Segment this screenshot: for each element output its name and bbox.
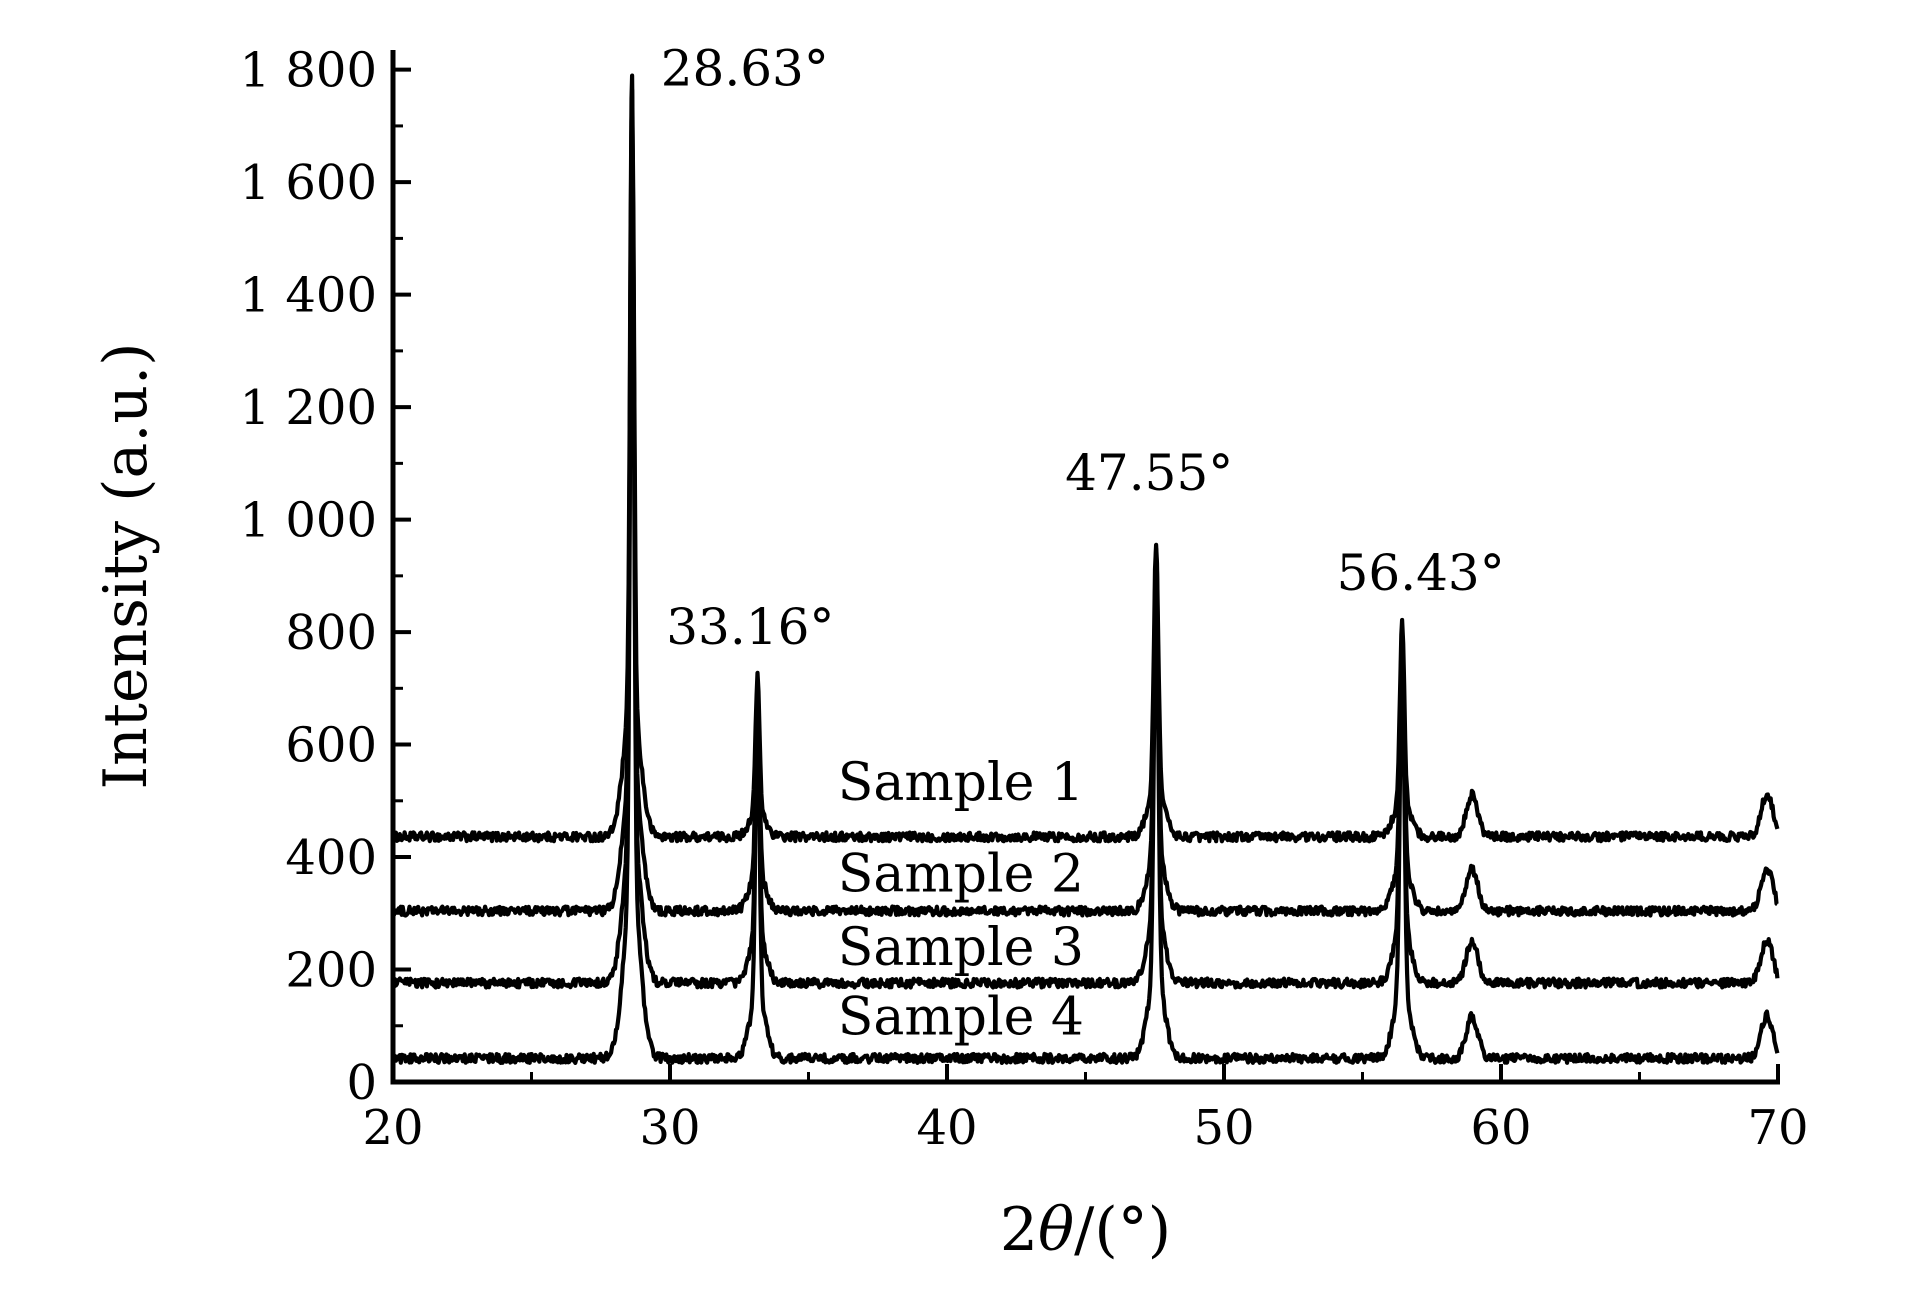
x-axis-title: 2θ/(°): [1000, 1195, 1171, 1265]
peak-annotation-3: 47.55°: [1065, 444, 1233, 502]
y-tick-label: 800: [285, 605, 377, 661]
trace-sample-2: [391, 87, 1779, 918]
y-tick-label: 1 200: [240, 380, 377, 436]
y-tick-label: 200: [285, 942, 377, 998]
y-axis-title: Intensity (a.u.): [91, 342, 161, 789]
peak-annotation-4: 56.43°: [1337, 544, 1505, 602]
x-tick-label: 50: [1193, 1100, 1254, 1156]
x-tick-label: 40: [916, 1100, 977, 1156]
sample-label-1: Sample 1: [838, 753, 1084, 813]
y-tick-label: 600: [285, 717, 377, 773]
peak-annotation-2: 33.16°: [666, 598, 834, 656]
y-tick-label: 1 600: [240, 155, 377, 211]
y-tick-label: 1 400: [240, 267, 377, 323]
trace-sample-1: [390, 73, 1780, 844]
trace-sample-4: [390, 117, 1780, 1066]
y-tick-label: 1 800: [240, 42, 377, 98]
y-tick-label: 400: [285, 830, 377, 886]
y-tick-label: 1 000: [240, 492, 377, 548]
x-tick-label: 30: [639, 1100, 700, 1156]
x-tick-label: 20: [362, 1100, 423, 1156]
sample-label-4: Sample 4: [838, 988, 1084, 1048]
peak-annotation-1: 28.63°: [661, 40, 829, 98]
trace-sample-3: [390, 103, 1780, 990]
y-tick-label: 0: [346, 1055, 377, 1111]
x-tick-label: 60: [1470, 1100, 1531, 1156]
sample-label-3: Sample 3: [838, 918, 1084, 978]
axis-frame: [390, 50, 1780, 1085]
x-tick-label: 70: [1747, 1100, 1808, 1156]
sample-label-2: Sample 2: [838, 845, 1084, 905]
